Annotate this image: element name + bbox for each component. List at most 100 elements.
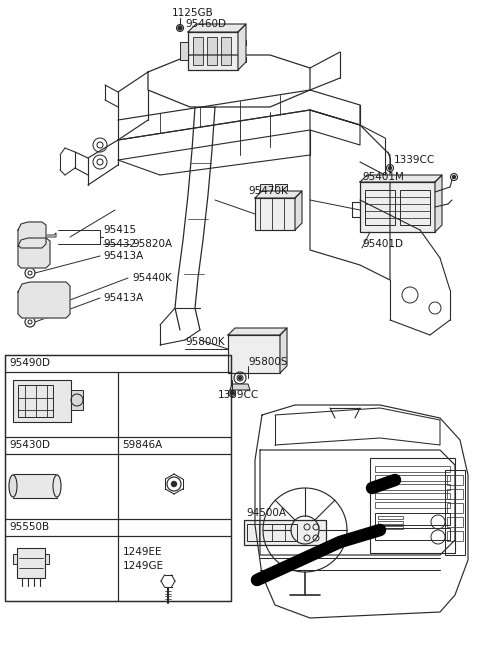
- Text: 95550B: 95550B: [9, 522, 49, 532]
- Bar: [21, 227, 28, 234]
- Bar: [18, 385, 53, 417]
- Bar: [71, 390, 83, 410]
- Polygon shape: [188, 24, 246, 32]
- Bar: [118, 454, 231, 519]
- Bar: [238, 40, 246, 45]
- Bar: [247, 524, 297, 541]
- Bar: [5, 355, 231, 601]
- Text: 95820A: 95820A: [132, 239, 172, 249]
- Text: 94500A: 94500A: [246, 508, 286, 518]
- Bar: [255, 198, 295, 230]
- Bar: [375, 493, 450, 499]
- Bar: [5, 437, 118, 454]
- Text: 95432: 95432: [103, 239, 136, 249]
- Bar: [30, 227, 37, 234]
- Circle shape: [178, 26, 182, 30]
- Bar: [193, 37, 203, 65]
- Text: 95470K: 95470K: [248, 186, 288, 196]
- Circle shape: [230, 392, 234, 395]
- Circle shape: [453, 176, 456, 178]
- Bar: [228, 335, 280, 373]
- Bar: [221, 37, 231, 65]
- Polygon shape: [360, 175, 442, 182]
- Bar: [447, 531, 463, 541]
- Bar: [378, 516, 403, 519]
- Polygon shape: [230, 384, 250, 390]
- Bar: [5, 519, 118, 536]
- Bar: [34, 288, 43, 299]
- Text: 1339CC: 1339CC: [218, 390, 259, 400]
- Bar: [45, 302, 54, 313]
- Bar: [370, 458, 455, 553]
- Bar: [238, 57, 246, 62]
- Bar: [5, 372, 118, 437]
- Bar: [447, 489, 463, 499]
- Bar: [375, 475, 450, 481]
- Bar: [445, 470, 465, 555]
- Bar: [13, 380, 71, 422]
- Bar: [375, 466, 450, 472]
- Polygon shape: [435, 175, 442, 232]
- Bar: [45, 288, 54, 299]
- Bar: [34, 302, 43, 313]
- Bar: [21, 243, 29, 250]
- Bar: [23, 302, 32, 313]
- Bar: [21, 252, 29, 259]
- Bar: [17, 548, 45, 578]
- Bar: [5, 355, 231, 372]
- Bar: [447, 475, 463, 485]
- Polygon shape: [295, 191, 302, 230]
- Text: 95440K: 95440K: [132, 273, 172, 283]
- Text: 1339CC: 1339CC: [394, 155, 435, 165]
- Polygon shape: [18, 222, 46, 248]
- Bar: [360, 182, 435, 232]
- Polygon shape: [180, 42, 188, 60]
- Text: 95800K: 95800K: [185, 337, 225, 347]
- Polygon shape: [13, 474, 57, 498]
- Bar: [56, 288, 65, 299]
- Polygon shape: [238, 24, 246, 70]
- Bar: [378, 526, 403, 529]
- Text: 95415: 95415: [103, 225, 136, 235]
- Bar: [5, 536, 118, 601]
- Text: 1249EE: 1249EE: [123, 547, 163, 557]
- Polygon shape: [280, 328, 287, 373]
- Bar: [30, 236, 37, 243]
- Bar: [13, 554, 17, 564]
- Bar: [447, 503, 463, 513]
- Polygon shape: [18, 282, 70, 318]
- Text: 95413A: 95413A: [103, 293, 143, 303]
- Bar: [365, 190, 395, 225]
- Bar: [41, 243, 47, 259]
- Polygon shape: [255, 191, 302, 198]
- Bar: [188, 32, 238, 70]
- Bar: [118, 519, 231, 536]
- Bar: [118, 437, 231, 454]
- Bar: [31, 243, 39, 250]
- Text: 95401M: 95401M: [362, 172, 404, 182]
- Text: 95490D: 95490D: [9, 359, 50, 368]
- Bar: [244, 520, 326, 545]
- Bar: [5, 454, 118, 519]
- Ellipse shape: [53, 475, 61, 497]
- Circle shape: [239, 376, 241, 380]
- Bar: [375, 502, 450, 508]
- Bar: [447, 517, 463, 527]
- Bar: [375, 484, 450, 490]
- Bar: [56, 302, 65, 313]
- Polygon shape: [18, 238, 50, 268]
- Bar: [400, 190, 430, 225]
- Text: 1125GB: 1125GB: [172, 8, 214, 18]
- Text: 95800S: 95800S: [248, 357, 288, 367]
- Bar: [207, 37, 217, 65]
- Bar: [375, 528, 450, 540]
- Bar: [118, 536, 231, 601]
- Bar: [118, 372, 231, 437]
- Bar: [375, 513, 450, 525]
- Ellipse shape: [9, 475, 17, 497]
- Text: 1249GE: 1249GE: [123, 561, 164, 571]
- Polygon shape: [228, 328, 287, 335]
- Circle shape: [171, 482, 177, 486]
- Text: 95413A: 95413A: [103, 251, 143, 261]
- Text: 59846A: 59846A: [122, 440, 162, 451]
